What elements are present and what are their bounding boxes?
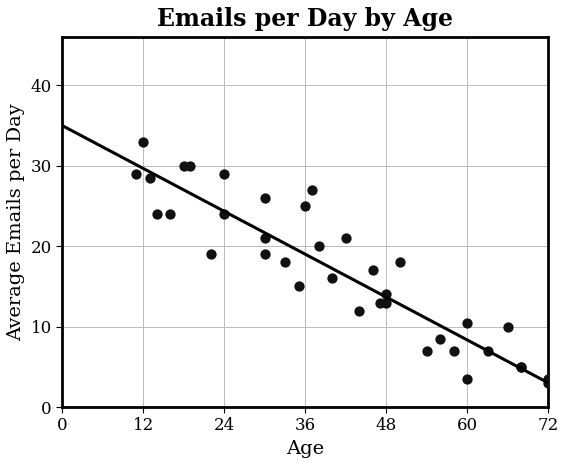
Point <box>152 210 161 218</box>
Y-axis label: Average Emails per Day: Average Emails per Day <box>7 103 25 341</box>
Point <box>166 210 175 218</box>
Point <box>206 251 215 258</box>
Point <box>220 170 229 178</box>
Point <box>395 259 404 266</box>
Point <box>436 335 445 342</box>
Point <box>186 162 195 169</box>
Point <box>375 299 384 306</box>
Point <box>328 275 337 282</box>
Point <box>294 283 303 290</box>
X-axis label: Age: Age <box>286 440 324 458</box>
Point <box>260 194 269 202</box>
Point <box>422 347 431 354</box>
Point <box>301 202 310 210</box>
Point <box>220 210 229 218</box>
Point <box>517 363 526 371</box>
Point <box>260 234 269 242</box>
Point <box>449 347 458 354</box>
Point <box>139 138 148 146</box>
Point <box>355 307 364 314</box>
Point <box>341 234 350 242</box>
Point <box>463 375 472 383</box>
Point <box>483 347 492 354</box>
Point <box>517 363 526 371</box>
Point <box>503 323 512 330</box>
Point <box>260 251 269 258</box>
Point <box>544 375 553 383</box>
Point <box>544 379 553 387</box>
Point <box>368 266 378 274</box>
Point <box>382 291 391 298</box>
Point <box>145 174 155 181</box>
Point <box>179 162 188 169</box>
Title: Emails per Day by Age: Emails per Day by Age <box>157 7 453 31</box>
Point <box>382 299 391 306</box>
Point <box>307 186 316 193</box>
Point <box>463 319 472 326</box>
Point <box>314 242 323 250</box>
Point <box>281 259 290 266</box>
Point <box>132 170 141 178</box>
